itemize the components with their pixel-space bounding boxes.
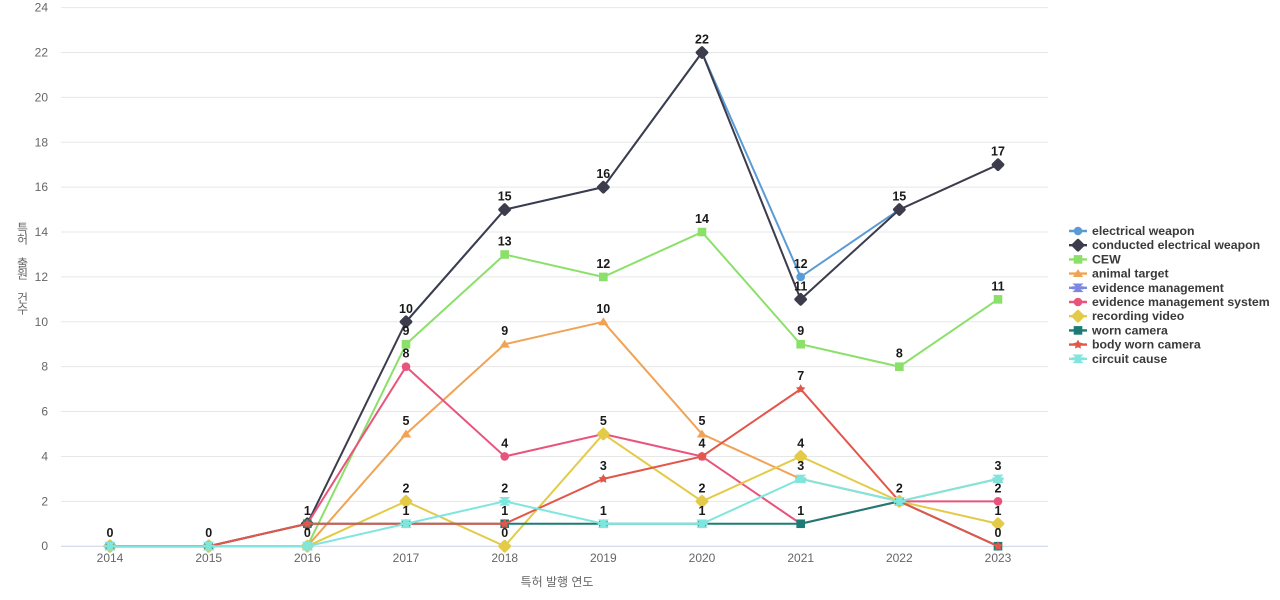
svg-text:4: 4 bbox=[797, 436, 804, 450]
svg-text:1: 1 bbox=[995, 504, 1002, 518]
svg-text:2: 2 bbox=[403, 481, 410, 495]
svg-text:17: 17 bbox=[991, 145, 1005, 159]
svg-text:3: 3 bbox=[600, 459, 607, 473]
svg-text:2014: 2014 bbox=[97, 551, 124, 565]
svg-text:10: 10 bbox=[399, 302, 413, 316]
svg-text:16: 16 bbox=[35, 180, 49, 194]
svg-text:recording video: recording video bbox=[1092, 309, 1185, 323]
svg-text:18: 18 bbox=[35, 135, 49, 149]
svg-text:8: 8 bbox=[403, 347, 410, 361]
svg-text:4: 4 bbox=[699, 436, 706, 450]
svg-text:2: 2 bbox=[896, 481, 903, 495]
svg-text:0: 0 bbox=[41, 539, 48, 553]
svg-text:3: 3 bbox=[797, 459, 804, 473]
svg-text:1: 1 bbox=[403, 504, 410, 518]
svg-text:2016: 2016 bbox=[294, 551, 321, 565]
svg-text:14: 14 bbox=[35, 225, 49, 239]
svg-text:2021: 2021 bbox=[787, 551, 814, 565]
svg-text:1: 1 bbox=[304, 504, 311, 518]
svg-text:2019: 2019 bbox=[590, 551, 617, 565]
svg-text:9: 9 bbox=[403, 324, 410, 338]
svg-text:0: 0 bbox=[995, 526, 1002, 540]
svg-text:5: 5 bbox=[699, 414, 706, 428]
svg-text:electrical weapon: electrical weapon bbox=[1092, 224, 1195, 238]
svg-text:2: 2 bbox=[699, 481, 706, 495]
svg-text:evidence management: evidence management bbox=[1092, 281, 1224, 295]
svg-text:1: 1 bbox=[797, 504, 804, 518]
svg-text:4: 4 bbox=[41, 449, 48, 463]
svg-text:1: 1 bbox=[699, 504, 706, 518]
svg-text:3: 3 bbox=[995, 459, 1002, 473]
svg-text:1: 1 bbox=[501, 504, 508, 518]
svg-text:2018: 2018 bbox=[491, 551, 518, 565]
svg-text:22: 22 bbox=[695, 33, 709, 47]
svg-text:12: 12 bbox=[35, 270, 49, 284]
svg-text:7: 7 bbox=[797, 369, 804, 383]
svg-text:14: 14 bbox=[695, 212, 709, 226]
svg-text:5: 5 bbox=[600, 414, 607, 428]
svg-text:circuit cause: circuit cause bbox=[1092, 352, 1167, 366]
svg-text:10: 10 bbox=[35, 315, 49, 329]
svg-text:body worn camera: body worn camera bbox=[1092, 338, 1201, 352]
svg-text:0: 0 bbox=[304, 526, 311, 540]
svg-text:11: 11 bbox=[991, 279, 1004, 293]
svg-text:4: 4 bbox=[501, 436, 508, 450]
svg-text:CEW: CEW bbox=[1092, 252, 1121, 266]
svg-text:evidence management system: evidence management system bbox=[1092, 295, 1270, 309]
svg-text:animal target: animal target bbox=[1092, 267, 1169, 281]
svg-text:2017: 2017 bbox=[393, 551, 420, 565]
svg-text:8: 8 bbox=[41, 360, 48, 374]
svg-text:9: 9 bbox=[797, 324, 804, 338]
svg-text:0: 0 bbox=[501, 526, 508, 540]
svg-text:2022: 2022 bbox=[886, 551, 913, 565]
svg-text:5: 5 bbox=[403, 414, 410, 428]
svg-text:16: 16 bbox=[596, 167, 610, 181]
svg-text:2020: 2020 bbox=[689, 551, 716, 565]
svg-text:20: 20 bbox=[35, 90, 49, 104]
svg-text:22: 22 bbox=[35, 46, 49, 60]
svg-text:10: 10 bbox=[596, 302, 610, 316]
svg-text:0: 0 bbox=[107, 526, 114, 540]
svg-text:6: 6 bbox=[41, 405, 48, 419]
svg-text:2: 2 bbox=[501, 481, 508, 495]
svg-text:24: 24 bbox=[35, 1, 49, 15]
svg-text:12: 12 bbox=[794, 257, 808, 271]
svg-text:2023: 2023 bbox=[985, 551, 1012, 565]
svg-text:13: 13 bbox=[498, 235, 512, 249]
svg-text:2: 2 bbox=[41, 494, 48, 508]
svg-text:conducted electrical weapon: conducted electrical weapon bbox=[1092, 238, 1260, 252]
svg-text:1: 1 bbox=[600, 504, 607, 518]
svg-text:9: 9 bbox=[501, 324, 508, 338]
svg-text:15: 15 bbox=[498, 190, 512, 204]
svg-text:8: 8 bbox=[896, 347, 903, 361]
svg-text:11: 11 bbox=[794, 279, 807, 293]
svg-text:15: 15 bbox=[892, 190, 906, 204]
svg-text:2015: 2015 bbox=[195, 551, 222, 565]
svg-text:2: 2 bbox=[995, 481, 1002, 495]
svg-text:0: 0 bbox=[205, 526, 212, 540]
svg-text:12: 12 bbox=[596, 257, 610, 271]
svg-text:worn camera: worn camera bbox=[1091, 323, 1168, 337]
